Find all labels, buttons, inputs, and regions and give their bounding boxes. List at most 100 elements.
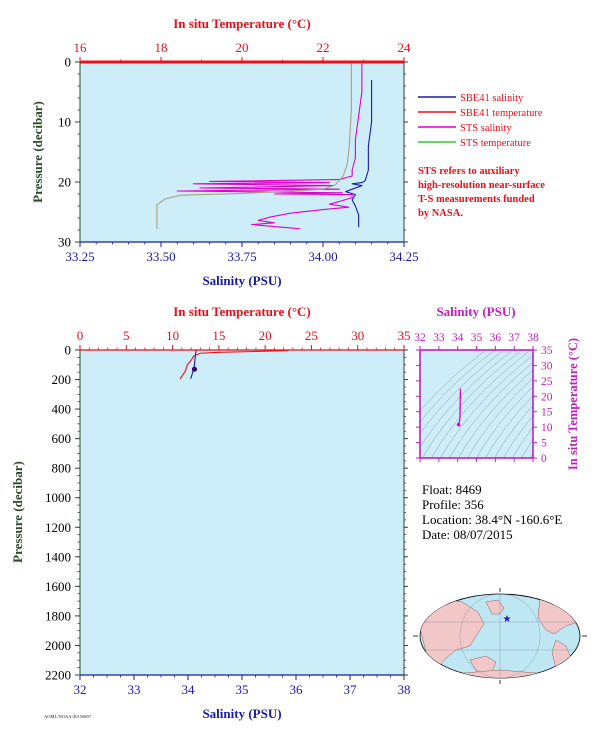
temperature-tick-label: 18 — [155, 40, 168, 55]
temperature-tick-label: 0 — [77, 328, 84, 343]
near-surface-bottom-axis-title: Salinity (PSU) — [202, 273, 281, 288]
temperature-tick-label: 20 — [259, 328, 272, 343]
pressure-tick-label: 1200 — [45, 520, 71, 535]
full-depth-plot-area — [79, 349, 405, 676]
ts-isopycnal-curve — [458, 369, 533, 458]
ts-isopycnal-curve — [420, 350, 505, 435]
series-line-sts-temperature — [156, 63, 352, 229]
ts-isopycnal-curve — [422, 350, 523, 458]
legend-note-line-1: STS refers to auxiliary — [418, 166, 520, 177]
legend-note-line-2: high-resolution near-surface — [418, 180, 545, 191]
temperature-tick-label: 20 — [236, 40, 249, 55]
ts-temperature-tick-label: 35 — [541, 345, 553, 357]
series-line-sbe41-salinity — [190, 350, 197, 379]
ts-isopycnal-curve — [503, 415, 533, 458]
temperature-tick-label: 22 — [317, 40, 330, 55]
pressure-tick-label: 600 — [52, 431, 72, 446]
series-line-sts-salinity — [176, 63, 363, 230]
salinity-tick-label: 33.75 — [227, 249, 256, 264]
ts-salinity-tick-label: 35 — [471, 332, 483, 344]
pressure-tick-label: 800 — [52, 461, 72, 476]
temperature-tick-label: 16 — [74, 40, 88, 55]
pressure-tick-label: 1000 — [45, 490, 71, 505]
ts-diagram-panel: 32 33 34 35 36 37 38 0 5 10 15 20 25 30 35 Salinity (… — [414, 304, 580, 470]
temperature-tick-label: 35 — [398, 328, 411, 343]
ts-right-axis-title: In situ Temperature (°C) — [566, 338, 580, 470]
near-surface-panel: 16 18 20 22 24 33.25 33.50 33.75 34.00 34.25 0 10… — [30, 16, 419, 288]
pressure-tick-label: 1400 — [45, 549, 71, 564]
salinity-tick-label: 34.00 — [308, 249, 337, 264]
ts-salinity-tick-label: 32 — [414, 332, 426, 344]
float-location-star-icon: ★ — [503, 614, 512, 625]
temperature-tick-label: 24 — [398, 40, 412, 55]
full-depth-ylabel: Pressure (decibar) — [10, 461, 25, 563]
ts-salinity-ticks: 32 33 34 35 36 37 38 — [414, 332, 539, 462]
temperature-tick-label: 25 — [305, 328, 318, 343]
ts-isopycnal-curve — [440, 355, 533, 458]
ts-temperature-tick-label: 20 — [541, 391, 553, 403]
legend-label-sts-temperature: STS temperature — [460, 138, 531, 149]
float-location: Location: 38.4°N -160.6°E — [422, 512, 563, 527]
ts-top-axis-title: Salinity (PSU) — [436, 304, 515, 319]
full-depth-pressure-ticks: 0 200 400 600 800 1000 1200 1400 1600 1800 2000 220… — [45, 343, 408, 683]
pressure-tick-label: 1600 — [45, 579, 71, 594]
legend-label-sbe-temperature: SBE41 temperature — [460, 108, 543, 119]
float-id: Float: 8469 — [422, 482, 482, 497]
full-depth-bottom-axis-title: Salinity (PSU) — [202, 706, 281, 721]
ts-temperature-tick-label: 0 — [541, 453, 547, 465]
salinity-tick-label: 33.25 — [65, 249, 94, 264]
ts-temperature-ticks: 0 5 10 15 20 25 30 35 — [416, 345, 553, 465]
ts-salinity-tick-label: 36 — [490, 332, 502, 344]
near-surface-salinity-ticks: 33.25 33.50 33.75 34.00 34.25 — [65, 242, 419, 264]
near-surface-top-axis-title: In situ Temperature (°C) — [173, 16, 311, 31]
legend-note-line-3: T-S measurements funded — [418, 194, 535, 205]
ts-profile-line — [457, 388, 462, 425]
salinity-tick-label: 34.25 — [389, 249, 418, 264]
salinity-tick-label: 32 — [74, 682, 87, 697]
ts-temperature-tick-label: 5 — [541, 438, 547, 450]
ts-salinity-tick-label: 33 — [433, 332, 445, 344]
near-surface-temperature-ticks: 16 18 20 22 24 — [74, 40, 412, 62]
salinity-tick-label: 33 — [128, 682, 141, 697]
ts-plot-area — [420, 350, 533, 458]
ts-temperature-tick-label: 10 — [541, 422, 553, 434]
temperature-tick-label: 10 — [166, 328, 179, 343]
ts-isopycnal-curve — [449, 362, 533, 458]
ts-salinity-tick-label: 37 — [508, 332, 520, 344]
salinity-tick-label: 37 — [344, 682, 358, 697]
map-graticule — [420, 594, 580, 678]
profile-number: Profile: 356 — [422, 497, 484, 512]
ts-isopycnal-curve — [420, 350, 496, 423]
pressure-tick-label: 400 — [52, 402, 72, 417]
pressure-tick-label: 2200 — [45, 668, 71, 683]
ts-temperature-tick-label: 15 — [541, 407, 553, 419]
profile-marker-dot — [191, 366, 198, 372]
legend-label-sbe-salinity: SBE41 salinity — [460, 93, 524, 104]
ts-isopycnal-curve — [485, 395, 533, 458]
pressure-tick-label: 2000 — [45, 638, 71, 653]
series-line-sbe41-temperature — [179, 350, 289, 380]
ts-temperature-tick-label: 30 — [541, 360, 553, 372]
ts-salinity-tick-label: 34 — [452, 332, 464, 344]
salinity-tick-label: 38 — [398, 682, 411, 697]
salinity-tick-label: 36 — [290, 682, 304, 697]
pressure-tick-label: 10 — [58, 115, 71, 130]
pressure-tick-label: 30 — [58, 235, 71, 250]
ts-isopycnal-curve — [467, 377, 533, 458]
ts-isopycnal-curve — [420, 350, 514, 448]
full-depth-series — [179, 350, 289, 380]
world-map: ★ — [413, 588, 587, 684]
profile-date: Date: 08/07/2015 — [422, 527, 513, 542]
pressure-tick-label: 20 — [58, 175, 71, 190]
ts-series — [456, 388, 462, 427]
temperature-tick-label: 5 — [123, 328, 130, 343]
ts-isopycnal-curve — [420, 350, 487, 412]
full-depth-temperature-ticks: 0 5 10 15 20 25 30 35 — [77, 328, 411, 350]
near-surface-plot-area — [79, 61, 405, 243]
series-line-sbe41-salinity — [345, 80, 373, 227]
legend: SBE41 salinity SBE41 temperature STS sal… — [418, 93, 545, 219]
salinity-tick-label: 33.50 — [146, 249, 175, 264]
near-surface-pressure-ticks: 0 10 20 30 — [58, 55, 408, 250]
legend-label-sts-salinity: STS salinity — [460, 123, 512, 134]
